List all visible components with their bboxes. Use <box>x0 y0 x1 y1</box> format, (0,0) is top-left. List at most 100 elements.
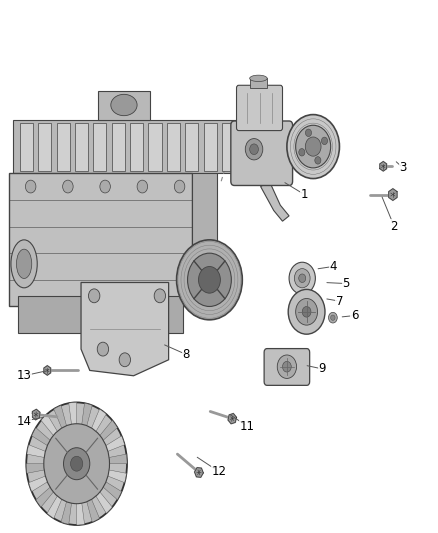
Circle shape <box>289 262 315 294</box>
Wedge shape <box>86 497 99 522</box>
Text: 1: 1 <box>300 188 308 201</box>
Circle shape <box>97 342 109 356</box>
Bar <box>20 123 33 171</box>
Text: 11: 11 <box>240 420 255 433</box>
Ellipse shape <box>11 240 37 288</box>
Text: 12: 12 <box>212 465 226 478</box>
Text: 4: 4 <box>329 260 337 273</box>
Wedge shape <box>32 427 52 447</box>
Bar <box>18 296 183 333</box>
Bar <box>38 123 51 171</box>
Circle shape <box>64 448 90 480</box>
FancyBboxPatch shape <box>264 349 310 385</box>
Circle shape <box>26 402 127 525</box>
Circle shape <box>328 312 337 323</box>
Bar <box>222 123 235 171</box>
Wedge shape <box>106 470 127 483</box>
Ellipse shape <box>250 75 267 82</box>
Wedge shape <box>107 454 127 464</box>
Ellipse shape <box>111 94 137 116</box>
Polygon shape <box>44 366 51 375</box>
Circle shape <box>154 289 166 303</box>
Bar <box>167 123 180 171</box>
Circle shape <box>321 137 328 144</box>
Wedge shape <box>91 409 106 433</box>
Circle shape <box>296 125 331 168</box>
Wedge shape <box>98 421 117 442</box>
Circle shape <box>250 144 258 155</box>
Text: 7: 7 <box>336 295 343 308</box>
FancyBboxPatch shape <box>237 85 283 131</box>
Bar <box>75 123 88 171</box>
Circle shape <box>305 129 311 136</box>
Bar <box>57 123 70 171</box>
Text: 13: 13 <box>17 369 32 382</box>
Circle shape <box>299 149 305 156</box>
Text: 14: 14 <box>17 415 32 427</box>
Wedge shape <box>95 490 112 513</box>
Text: 2: 2 <box>390 220 398 233</box>
Circle shape <box>294 269 310 288</box>
Circle shape <box>305 137 321 156</box>
Wedge shape <box>47 494 63 518</box>
Text: 8: 8 <box>183 348 190 361</box>
Circle shape <box>137 180 148 193</box>
Bar <box>130 123 143 171</box>
FancyBboxPatch shape <box>231 121 293 185</box>
Circle shape <box>177 240 242 320</box>
Wedge shape <box>102 481 121 500</box>
Circle shape <box>288 289 325 334</box>
Bar <box>98 91 150 120</box>
Wedge shape <box>29 475 49 491</box>
Bar <box>13 120 258 173</box>
Bar <box>250 78 267 88</box>
Circle shape <box>198 266 220 293</box>
Text: 6: 6 <box>351 309 359 322</box>
Polygon shape <box>389 189 397 200</box>
Circle shape <box>277 355 297 378</box>
Polygon shape <box>81 282 169 376</box>
Polygon shape <box>380 161 387 171</box>
Bar <box>185 123 198 171</box>
Circle shape <box>302 306 311 317</box>
Circle shape <box>287 115 339 179</box>
Wedge shape <box>69 402 77 427</box>
Polygon shape <box>228 414 237 424</box>
Circle shape <box>299 274 306 282</box>
Circle shape <box>119 353 131 367</box>
Bar <box>93 123 106 171</box>
Polygon shape <box>32 409 40 420</box>
Text: 3: 3 <box>399 161 406 174</box>
Text: 9: 9 <box>318 362 326 375</box>
Ellipse shape <box>16 249 32 278</box>
Bar <box>9 173 192 306</box>
Circle shape <box>315 157 321 164</box>
Wedge shape <box>104 436 124 452</box>
Polygon shape <box>194 467 203 477</box>
Circle shape <box>245 139 263 160</box>
Circle shape <box>100 180 110 193</box>
Wedge shape <box>26 464 46 473</box>
Wedge shape <box>54 406 67 431</box>
Bar <box>204 123 217 171</box>
Text: 5: 5 <box>343 277 350 290</box>
Bar <box>148 123 162 171</box>
Circle shape <box>187 253 231 306</box>
Circle shape <box>174 180 185 193</box>
Wedge shape <box>61 499 72 524</box>
Wedge shape <box>41 414 59 438</box>
Circle shape <box>44 424 110 504</box>
Circle shape <box>25 180 36 193</box>
Polygon shape <box>261 181 289 221</box>
Wedge shape <box>36 486 55 507</box>
Circle shape <box>63 180 73 193</box>
Circle shape <box>71 456 83 471</box>
Bar <box>240 123 254 171</box>
Wedge shape <box>77 500 85 525</box>
Circle shape <box>296 298 318 325</box>
Circle shape <box>88 289 100 303</box>
Wedge shape <box>27 445 47 458</box>
Circle shape <box>283 361 291 372</box>
Circle shape <box>331 315 335 320</box>
Bar <box>112 123 125 171</box>
